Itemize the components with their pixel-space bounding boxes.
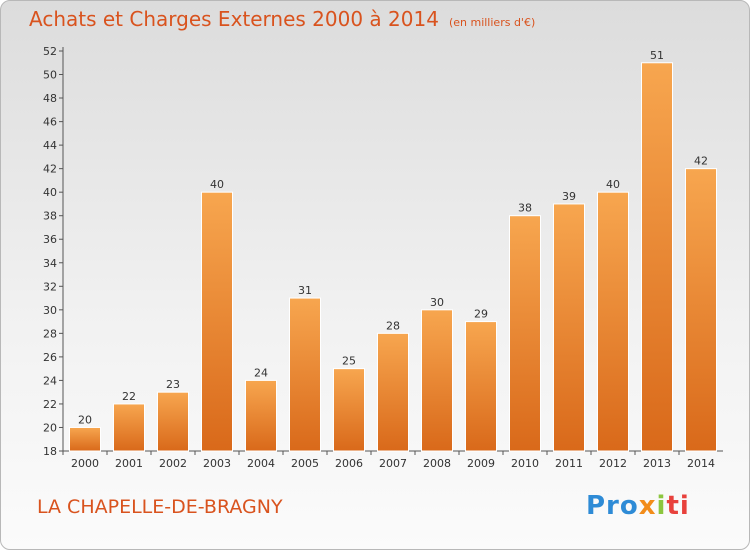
chart-subtitle: (en milliers d'€) [448,16,536,29]
data-label-2011: 39 [562,190,576,203]
bar-2013 [641,62,673,452]
place-name: LA CHAPELLE-DE-BRAGNY [37,496,283,518]
data-label-2007: 28 [386,319,400,332]
data-label-2003: 40 [210,178,224,191]
bar-2011 [553,203,585,452]
y-tick-label: 48 [43,92,57,105]
proxiti-logo: Proxiti [586,491,690,521]
data-label-2012: 40 [606,178,620,191]
x-tick-label: 2012 [599,457,627,470]
logo-part-3: i [656,491,667,521]
x-tick-label: 2004 [247,457,275,470]
x-tick-label: 2005 [291,457,319,470]
y-tick-label: 20 [43,421,57,434]
x-tick-label: 2008 [423,457,451,470]
bar-2010 [509,215,541,452]
y-tick-label: 34 [43,257,57,270]
x-tick-label: 2006 [335,457,363,470]
axes: 18 20 22 24 26 28 30 32 34 36 38 40 42 44 46 48 50 52 2000… [43,45,723,470]
y-tick-label: 22 [43,398,57,411]
x-tick-label: 2007 [379,457,407,470]
bar-2007 [377,332,409,452]
data-label-2014: 42 [694,155,708,168]
data-label-2004: 24 [254,366,268,379]
bar-2014 [685,168,717,452]
data-labels: 20 22 23 40 24 31 25 28 30 29 38 39 40 51 42 [78,49,708,427]
y-tick-label: 28 [43,327,57,340]
data-label-2005: 31 [298,284,312,297]
logo-part-2: x [638,491,657,521]
bar-2008 [421,309,453,452]
data-label-2001: 22 [122,390,136,403]
y-tick-label: 38 [43,210,57,223]
bar-2012 [597,191,629,452]
y-tick-label: 32 [43,280,57,293]
bars [69,62,717,452]
y-tick-label: 26 [43,351,57,364]
y-tick-label: 42 [43,163,57,176]
title-text: Achats et Charges Externes 2000 à 2014 [29,7,439,31]
bar-2002 [157,391,189,452]
x-tick-label: 2011 [555,457,583,470]
data-label-2000: 20 [78,413,92,426]
y-tick-label: 52 [43,45,57,58]
y-tick-label: 36 [43,233,57,246]
logo-part-1: Pro [586,491,639,521]
x-tick-label: 2014 [687,457,715,470]
data-label-2010: 38 [518,202,532,215]
x-tick-label: 2009 [467,457,495,470]
bar-2006 [333,368,365,452]
y-tick-label: 50 [43,69,57,82]
y-tick-label: 40 [43,186,57,199]
bar-2001 [113,403,145,452]
logo-part-4: ti [666,491,690,521]
y-tick-label: 44 [43,139,57,152]
data-label-2009: 29 [474,308,488,321]
data-label-2008: 30 [430,296,444,309]
y-tick-label: 46 [43,116,57,129]
chart-title: Achats et Charges Externes 2000 à 2014 (e… [29,7,535,31]
bar-2000 [69,426,101,452]
bar-2009 [465,321,497,452]
bar-2003 [201,191,233,452]
x-tick-label: 2002 [159,457,187,470]
x-tick-label: 2001 [115,457,143,470]
data-label-2002: 23 [166,378,180,391]
x-tick-label: 2013 [643,457,671,470]
bar-2004 [245,379,277,452]
x-tick-label: 2000 [71,457,99,470]
y-tick-label: 30 [43,304,57,317]
data-label-2006: 25 [342,355,356,368]
x-tick-label: 2003 [203,457,231,470]
bar-2005 [289,297,321,452]
y-tick-label: 24 [43,374,57,387]
data-label-2013: 51 [650,49,664,62]
x-tick-label: 2010 [511,457,539,470]
y-tick-label: 18 [43,445,57,458]
